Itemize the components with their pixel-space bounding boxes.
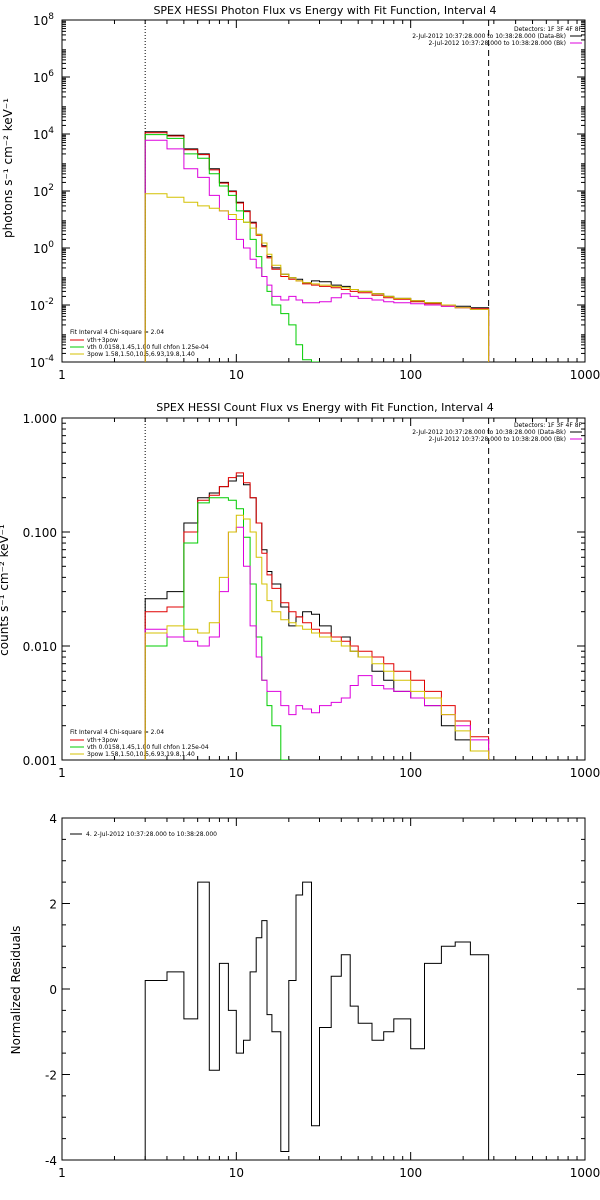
- count-flux-legend-entry-1: vth+3pow: [87, 737, 118, 744]
- photon-flux-x-tick-label: 100: [399, 368, 422, 382]
- photon-flux-x-tick-label: 10: [229, 368, 244, 382]
- count-flux-series-0: [144, 475, 490, 760]
- count-flux-x-tick-label: 10: [229, 766, 244, 780]
- photon-flux-series-3: [144, 139, 490, 362]
- photon-flux-series-2: [144, 134, 320, 362]
- photon-flux-legend-entry-2: vth 0.0158,1.45,1.00 full chfon 1.25e-04: [87, 344, 209, 351]
- residuals-y-tick-label: 4: [49, 812, 57, 826]
- count-flux-series-2: [144, 497, 289, 760]
- count-flux-plot-frame: [61, 417, 586, 761]
- residuals-x-tick-label: 1: [58, 1166, 66, 1180]
- photon-flux-y-tick-label: 100: [33, 240, 54, 256]
- photon-flux-header-line-1: Detectors: 1F 3F 4F 8F: [514, 26, 583, 33]
- count-flux-x-tick-label: 100: [399, 766, 422, 780]
- residuals-y-tick-label: -4: [45, 1154, 57, 1168]
- photon-flux-legend-title: Fit Interval 4 Chi-square = 2.04: [70, 329, 164, 336]
- photon-flux-series-0: [144, 131, 490, 362]
- photon-flux-y-tick-label: 10-2: [30, 297, 54, 313]
- count-flux-series-group: [144, 472, 490, 760]
- residuals-y-axis-label: Normalized Residuals: [9, 926, 23, 1055]
- photon-flux-header-line-3: 2-Jul-2012 10:37:28.000 to 10:38:28.000 …: [428, 40, 566, 47]
- residuals-y-tick-label: -2: [45, 1069, 57, 1083]
- count-flux-series-1: [144, 472, 490, 760]
- count-flux-y-axis-label: counts s⁻¹ cm⁻² keV⁻¹: [0, 524, 11, 656]
- photon-flux-header-line-2: 2-Jul-2012 10:37:28.000 to 10:38:28.000 …: [412, 33, 566, 40]
- count-flux-y-tick-label: 0.001: [23, 754, 57, 768]
- photon-flux-panel: SPEX HESSI Photon Flux vs Energy with Fi…: [1, 4, 600, 382]
- photon-flux-legend-entry-3: 3pow 1.58,1.50,10.5,6.93,19.8,1.40: [87, 351, 195, 358]
- count-flux-legend-title: Fit Interval 4 Chi-square = 2.04: [70, 729, 164, 736]
- residuals-x-tick-label: 1000: [570, 1166, 600, 1180]
- residuals-legend-entry: 4. 2-Jul-2012 10:37:28.000 to 10:38:28.0…: [86, 831, 217, 838]
- photon-flux-series-group: [144, 131, 490, 362]
- count-flux-legend-entry-2: vth 0.0158,1.45,1.00 full chfon 1.25e-04: [87, 744, 209, 751]
- count-flux-x-tick-label: 1000: [570, 766, 600, 780]
- count-flux-y-tick-label: 0.010: [23, 640, 57, 654]
- residuals-series-0: [144, 881, 490, 1160]
- photon-flux-series-4: [144, 193, 490, 362]
- count-flux-series-4: [144, 514, 490, 760]
- photon-flux-plot-frame: [61, 19, 586, 363]
- photon-flux-y-tick-label: 104: [33, 126, 54, 142]
- photon-flux-x-tick-label: 1000: [570, 368, 600, 382]
- count-flux-series-3: [144, 526, 490, 760]
- photon-flux-legend-entry-1: vth+3pow: [87, 337, 118, 344]
- photon-flux-y-axis-label: photons s⁻¹ cm⁻² keV⁻¹: [1, 98, 15, 238]
- count-flux-panel: SPEX HESSI Count Flux vs Energy with Fit…: [0, 401, 600, 780]
- residuals-x-tick-label: 100: [399, 1166, 422, 1180]
- count-flux-y-tick-label: 1.000: [23, 412, 57, 426]
- photon-flux-y-tick-label: 108: [33, 12, 54, 28]
- count-flux-header-line-3: 2-Jul-2012 10:37:28.000 to 10:38:28.000 …: [428, 436, 566, 443]
- photon-flux-series-1: [144, 132, 490, 362]
- photon-flux-y-tick-label: 106: [33, 69, 54, 85]
- residuals-panel: Normalized Residuals 4. 2-Jul-2012 10:37…: [9, 812, 600, 1180]
- photon-flux-x-tick-label: 1: [58, 368, 66, 382]
- count-flux-y-tick-label: 0.100: [23, 526, 57, 540]
- count-flux-legend-entry-3: 3pow 1.58,1.50,10.5,6.93,19.8,1.40: [87, 751, 195, 758]
- count-flux-title: SPEX HESSI Count Flux vs Energy with Fit…: [156, 401, 493, 414]
- residuals-series-group: [144, 881, 490, 1160]
- count-flux-header-line-1: Detectors: 1F 3F 4F 8F: [514, 422, 583, 429]
- residuals-y-tick-label: 0: [49, 983, 57, 997]
- photon-flux-y-tick-label: 10-4: [30, 354, 55, 370]
- count-flux-x-tick-label: 1: [58, 766, 66, 780]
- residuals-x-tick-label: 10: [229, 1166, 244, 1180]
- photon-flux-y-tick-label: 102: [33, 183, 54, 199]
- photon-flux-title: SPEX HESSI Photon Flux vs Energy with Fi…: [153, 4, 496, 17]
- residuals-plot-frame: [61, 817, 586, 1161]
- residuals-y-tick-label: 2: [49, 898, 57, 912]
